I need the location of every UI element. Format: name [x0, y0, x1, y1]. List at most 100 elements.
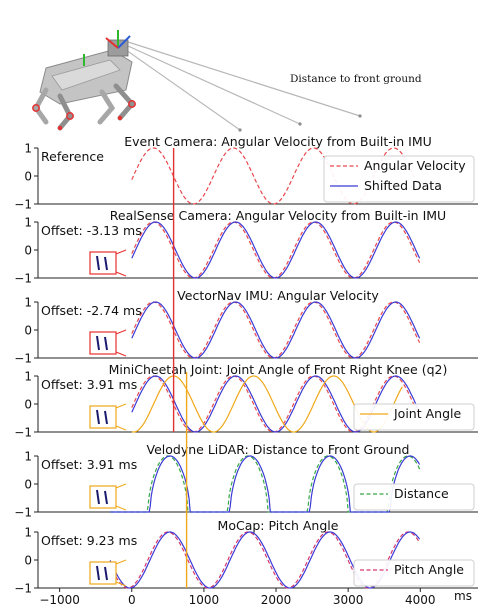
panel-title: Velodyne LiDAR: Distance to Front Ground — [147, 442, 410, 457]
series-line-angular-velocity — [131, 147, 421, 205]
series-line-shifted-data — [110, 455, 421, 513]
y-tick-label: −1 — [14, 198, 32, 212]
lidar-hit-2 — [298, 122, 302, 126]
legend-label: Distance — [394, 486, 449, 501]
axis-marker-red — [105, 37, 119, 49]
legend-label: Pitch Angle — [394, 562, 464, 577]
zoom-inset-frame — [89, 405, 117, 429]
lidar-ray-2 — [127, 45, 301, 125]
zoom-inset-mark — [96, 565, 108, 581]
zoom-inset-pointer — [115, 329, 127, 335]
sync-markers — [172, 148, 188, 588]
zoom-inset-frame — [89, 561, 117, 585]
panel-title: VectorNav IMU: Angular Velocity — [177, 288, 379, 303]
zoom-inset-pointer — [115, 425, 127, 431]
legend-box — [353, 483, 475, 511]
robot-leg-front-left — [97, 89, 116, 125]
axis-marker-blue — [117, 35, 131, 49]
lidar-ray-1 — [127, 41, 361, 117]
robot-leg-front-right — [113, 83, 136, 121]
zoom-inset-pointer — [115, 581, 127, 587]
series-line-shifted-data — [131, 301, 421, 359]
y-tick-label: 0 — [24, 244, 32, 258]
y-tick-label: 1 — [24, 216, 32, 230]
x-axis-unit: ms — [454, 589, 472, 603]
zoom-inset-frame — [89, 251, 117, 275]
y-tick-label: 0 — [24, 478, 32, 492]
panel-corner-label: Reference — [41, 149, 104, 164]
y-tick-label: 0 — [24, 554, 32, 568]
panel-4: MiniCheetah Joint: Joint Angle of Front … — [14, 362, 478, 440]
x-tick-label: 0 — [128, 593, 136, 607]
y-tick-label: 0 — [24, 170, 32, 184]
panel-title: RealSense Camera: Angular Velocity from … — [110, 208, 446, 223]
panel-6: MoCap: Pitch Angle −1 0 1 Offset: 9.23 ms Pit… — [14, 518, 478, 596]
legend-box — [353, 559, 475, 587]
legend: Angular Velocity Shifted Data — [323, 155, 475, 203]
zoom-inset-pointer — [115, 351, 127, 357]
knee-joint-marker — [128, 100, 136, 108]
series-line-shifted-data — [109, 531, 421, 589]
x-axis: −1000 0 1000 2000 3000 4000 ms — [39, 588, 472, 607]
y-tick-label: 1 — [24, 142, 32, 156]
panel-title: MiniCheetah Joint: Joint Angle of Front … — [109, 362, 448, 377]
zoom-inset — [89, 403, 127, 431]
robot-leg-rear-right — [57, 93, 73, 131]
foot-marker — [117, 115, 123, 121]
zoom-inset-pointer — [115, 483, 127, 489]
robot-illustration: Distance to front ground — [32, 30, 422, 132]
panel-corner-label: Offset: 3.91 ms — [41, 377, 137, 392]
panel-title: Event Camera: Angular Velocity from Buil… — [124, 134, 432, 149]
zoom-inset — [89, 249, 127, 277]
zoom-inset — [89, 329, 127, 357]
zoom-inset-mark — [96, 255, 108, 271]
y-tick-label: −1 — [14, 426, 32, 440]
zoom-inset — [89, 483, 127, 511]
zoom-inset-frame — [89, 331, 117, 355]
y-tick-label: −1 — [14, 272, 32, 286]
y-tick-label: −1 — [14, 352, 32, 366]
panel-corner-label: Offset: -3.13 ms — [41, 223, 142, 238]
robot-annotation-label: Distance to front ground — [290, 73, 422, 85]
legend: Distance — [353, 483, 475, 511]
panel-5: Velodyne LiDAR: Distance to Front Ground… — [14, 442, 478, 520]
chart-panels: Event Camera: Angular Velocity from Buil… — [14, 134, 478, 596]
series-line-shifted-data — [131, 221, 421, 279]
zoom-inset-frame — [89, 485, 117, 509]
y-tick-label: −1 — [14, 582, 32, 596]
knee-joint-marker-3 — [32, 104, 40, 112]
legend-box — [323, 155, 475, 203]
knee-joint-marker-2 — [66, 112, 74, 120]
x-tick-label: −1000 — [39, 593, 80, 607]
legend-label: Joint Angle — [393, 406, 461, 421]
panel-corner-label: Offset: 3.91 ms — [41, 457, 137, 472]
panel-3: VectorNav IMU: Angular Velocity −1 0 1 Offse… — [14, 288, 478, 366]
lidar-hit-1 — [358, 114, 362, 118]
x-tick-label: 2000 — [261, 593, 292, 607]
zoom-inset — [89, 559, 127, 587]
zoom-inset-pointer — [115, 559, 127, 565]
zoom-inset-mark — [96, 489, 108, 505]
legend-label: Shifted Data — [364, 178, 442, 193]
panel-title: MoCap: Pitch Angle — [218, 518, 339, 533]
legend: Joint Angle — [353, 403, 475, 431]
y-tick-label: 1 — [24, 370, 32, 384]
foot-marker-2 — [57, 125, 63, 131]
y-tick-label: 0 — [24, 324, 32, 338]
zoom-inset-mark — [96, 335, 108, 351]
y-tick-label: 0 — [24, 398, 32, 412]
y-tick-label: −1 — [14, 506, 32, 520]
x-tick-label: 3000 — [333, 593, 364, 607]
zoom-inset-mark — [96, 409, 108, 425]
lidar-ray-3 — [125, 49, 241, 131]
zoom-inset-pointer — [115, 271, 127, 277]
y-tick-label: 1 — [24, 450, 32, 464]
panel-1: Event Camera: Angular Velocity from Buil… — [14, 134, 478, 212]
x-tick-label: 4000 — [405, 593, 436, 607]
legend: Pitch Angle — [353, 559, 475, 587]
y-tick-label: 1 — [24, 296, 32, 310]
x-tick-label: 1000 — [189, 593, 220, 607]
robot-body-panel — [51, 59, 121, 91]
lidar-hit-3 — [238, 128, 242, 132]
